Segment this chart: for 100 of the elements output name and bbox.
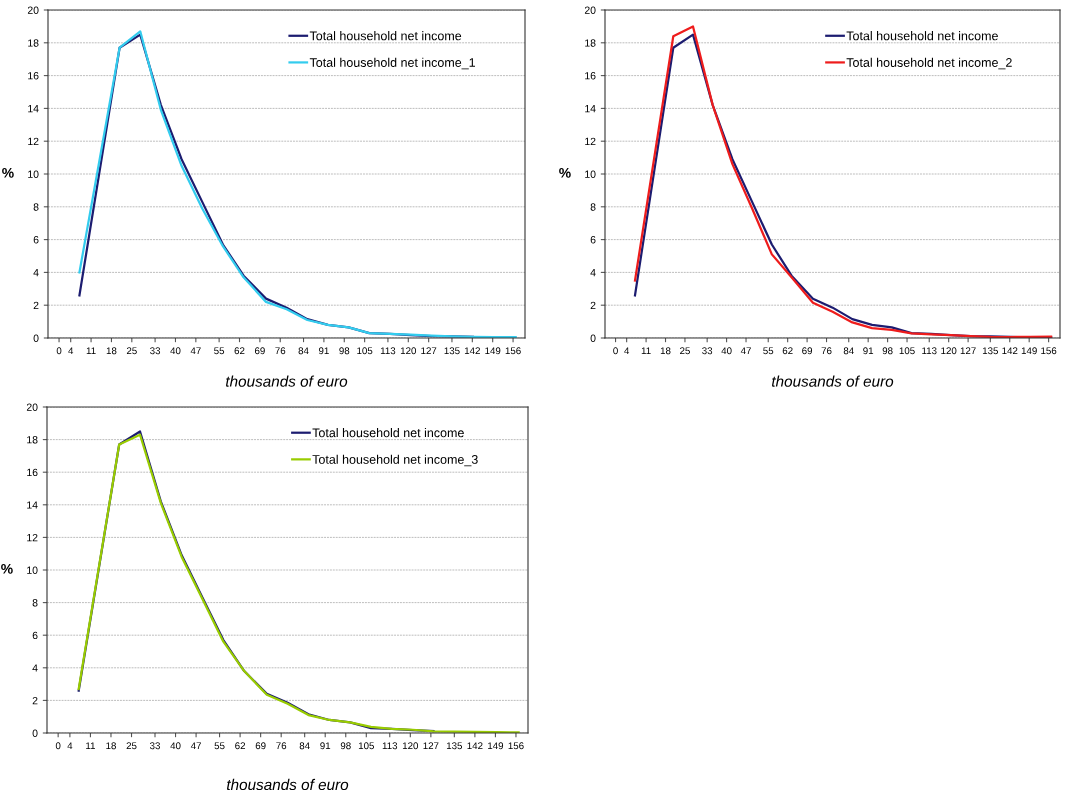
x-tick-label: 91 xyxy=(318,347,329,355)
x-tick-label: 120 xyxy=(402,742,419,750)
x-tick-label: 149 xyxy=(488,742,504,750)
x-tick-label: 4 xyxy=(68,347,74,355)
x-tick-label: 40 xyxy=(170,742,181,750)
x-tick-label: 105 xyxy=(899,347,915,355)
y-tick-label: 12 xyxy=(28,137,39,145)
x-tick-label: 156 xyxy=(1041,347,1057,355)
y-tick-label: 20 xyxy=(27,6,39,14)
x-tick-label: 113 xyxy=(922,347,937,355)
x-tick-label: 91 xyxy=(863,347,874,355)
x-tick-label: 47 xyxy=(190,742,201,750)
y-tick-label: 18 xyxy=(27,436,38,444)
x-tick-label: 25 xyxy=(680,347,690,355)
x-tick-label: 98 xyxy=(339,347,350,355)
x-tick-label: 4 xyxy=(67,742,73,750)
y-tick-label: 14 xyxy=(585,105,596,113)
x-tick-label: 62 xyxy=(234,347,245,355)
y-tick-label: 6 xyxy=(33,236,39,244)
legend-label: Total household net income_2 xyxy=(846,57,1012,70)
x-tick-label: 40 xyxy=(721,347,732,355)
x-tick-label: 142 xyxy=(464,347,480,355)
x-tick-label: 98 xyxy=(340,742,351,750)
x-tick-label: 33 xyxy=(702,347,713,355)
x-tick-label: 120 xyxy=(400,347,417,355)
y-tick-label: 8 xyxy=(590,203,596,211)
y-tick-label: 0 xyxy=(590,334,596,342)
x-tick-label: 135 xyxy=(982,347,999,355)
x-tick-label: 11 xyxy=(86,347,96,355)
y-tick-label: 10 xyxy=(27,566,38,574)
y-tick-label: 12 xyxy=(585,137,596,145)
y-tick-label: 2 xyxy=(32,696,38,705)
x-tick-label: 55 xyxy=(763,347,774,355)
x-tick-label: 98 xyxy=(882,347,893,355)
x-tick-label: 84 xyxy=(843,347,854,355)
x-axis-title: thousands of euro xyxy=(227,778,349,790)
x-tick-label: 149 xyxy=(1021,347,1037,355)
x-tick-label: 135 xyxy=(446,742,463,750)
legend-label: Total household net income xyxy=(309,31,462,41)
x-tick-label: 47 xyxy=(190,347,201,355)
y-tick-label: 2 xyxy=(590,301,596,309)
y-tick-label: 14 xyxy=(27,501,38,509)
legend-label: Total household net income xyxy=(846,31,998,41)
x-tick-label: 113 xyxy=(380,347,396,355)
x-tick-label: 105 xyxy=(358,742,374,750)
y-tick-label: 18 xyxy=(28,39,39,47)
x-tick-label: 0 xyxy=(613,347,618,355)
x-tick-label: 55 xyxy=(214,742,225,750)
x-tick-label: 18 xyxy=(106,347,117,355)
y-tick-label: 16 xyxy=(585,72,596,80)
x-tick-label: 11 xyxy=(641,347,651,355)
x-tick-label: 76 xyxy=(821,347,832,355)
legend-label: Total household net income_3 xyxy=(312,454,478,467)
y-tick-label: 6 xyxy=(32,631,38,640)
y-tick-label: 0 xyxy=(32,729,38,737)
y-tick-label: 12 xyxy=(27,533,38,542)
x-tick-label: 33 xyxy=(150,347,161,355)
y-tick-label: 16 xyxy=(28,72,39,80)
x-axis-title: thousands of euro xyxy=(772,375,894,387)
x-tick-label: 55 xyxy=(214,347,225,355)
y-tick-label: 10 xyxy=(585,170,596,178)
x-tick-label: 135 xyxy=(444,347,460,355)
x-tick-label: 120 xyxy=(941,347,957,355)
x-tick-label: 18 xyxy=(660,347,671,355)
x-tick-label: 156 xyxy=(505,347,521,355)
y-tick-label: 4 xyxy=(32,664,38,672)
legend-label: Total household net income_1 xyxy=(309,57,475,70)
x-tick-label: 0 xyxy=(55,742,61,750)
x-tick-label: 0 xyxy=(56,347,62,355)
x-axis-title: thousands of euro xyxy=(226,375,348,387)
x-tick-label: 127 xyxy=(960,347,976,355)
x-tick-label: 25 xyxy=(126,742,137,750)
x-tick-label: 76 xyxy=(275,347,286,355)
x-tick-label: 33 xyxy=(149,742,160,750)
x-tick-label: 11 xyxy=(86,742,96,750)
x-tick-label: 69 xyxy=(254,347,265,355)
x-tick-label: 4 xyxy=(624,347,630,355)
y-tick-label: 4 xyxy=(590,269,596,277)
y-axis-title: % xyxy=(1,563,13,574)
x-tick-label: 156 xyxy=(508,742,524,750)
x-tick-label: 62 xyxy=(235,742,246,750)
y-tick-label: 16 xyxy=(27,468,38,477)
x-tick-label: 142 xyxy=(467,742,483,750)
y-tick-label: 10 xyxy=(28,170,39,178)
y-tick-label: 8 xyxy=(33,203,39,211)
y-tick-label: 2 xyxy=(33,301,39,309)
x-tick-label: 91 xyxy=(320,742,331,750)
y-tick-label: 20 xyxy=(26,403,38,411)
y-tick-label: 18 xyxy=(585,39,596,47)
x-tick-label: 69 xyxy=(802,347,813,355)
x-tick-label: 84 xyxy=(298,347,309,355)
y-tick-label: 8 xyxy=(32,599,38,607)
x-tick-label: 76 xyxy=(276,742,287,750)
x-tick-label: 113 xyxy=(382,742,398,750)
y-tick-label: 0 xyxy=(33,334,39,342)
x-tick-label: 84 xyxy=(299,742,310,750)
y-tick-label: 14 xyxy=(28,105,39,113)
y-tick-label: 4 xyxy=(33,269,39,277)
x-tick-label: 149 xyxy=(485,347,501,355)
x-tick-label: 127 xyxy=(423,742,439,750)
